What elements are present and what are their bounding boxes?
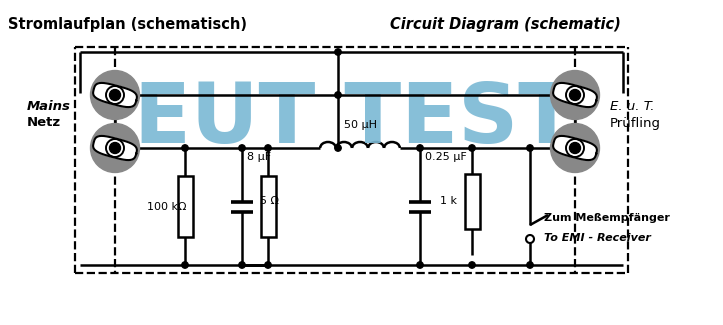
Circle shape	[570, 142, 581, 153]
Circle shape	[265, 145, 271, 151]
Text: E. u. T.: E. u. T.	[610, 100, 654, 113]
Bar	[260, 176, 275, 237]
Text: Stromlaufplan (schematisch): Stromlaufplan (schematisch)	[8, 17, 247, 32]
Circle shape	[90, 71, 140, 120]
Circle shape	[239, 262, 245, 268]
Text: Mains: Mains	[27, 100, 71, 113]
Polygon shape	[553, 83, 597, 107]
Text: To EMI - Receiver: To EMI - Receiver	[544, 233, 651, 243]
Circle shape	[527, 262, 533, 268]
Text: 0.25 μF: 0.25 μF	[425, 152, 467, 162]
Circle shape	[469, 262, 475, 268]
Text: Prüfling: Prüfling	[610, 116, 661, 129]
Circle shape	[239, 145, 245, 151]
Circle shape	[335, 145, 341, 151]
Circle shape	[570, 89, 581, 100]
Circle shape	[90, 124, 140, 173]
Circle shape	[416, 145, 423, 151]
Circle shape	[265, 262, 271, 268]
Polygon shape	[553, 136, 597, 160]
Circle shape	[181, 145, 188, 151]
Text: 100 kΩ: 100 kΩ	[147, 202, 187, 212]
Circle shape	[109, 142, 121, 153]
Text: 50 μH: 50 μH	[343, 120, 377, 130]
Text: Netz: Netz	[27, 116, 61, 129]
Polygon shape	[93, 83, 137, 107]
Text: 5 Ω: 5 Ω	[260, 197, 279, 206]
Circle shape	[416, 262, 423, 268]
Circle shape	[181, 262, 188, 268]
Bar	[464, 174, 479, 229]
Text: 1 k: 1 k	[440, 197, 457, 206]
Text: EUT TEST: EUT TEST	[134, 80, 576, 161]
Circle shape	[550, 124, 599, 173]
Bar	[178, 176, 192, 237]
Text: Zum Meßempfänger: Zum Meßempfänger	[544, 213, 670, 223]
Circle shape	[469, 145, 475, 151]
Circle shape	[526, 235, 534, 243]
Circle shape	[527, 145, 533, 151]
Text: Circuit Diagram (schematic): Circuit Diagram (schematic)	[390, 17, 621, 32]
Circle shape	[109, 89, 121, 100]
Circle shape	[335, 49, 341, 55]
Text: 8 μF: 8 μF	[247, 152, 271, 162]
Polygon shape	[93, 136, 137, 160]
Circle shape	[550, 71, 599, 120]
Circle shape	[335, 92, 341, 98]
